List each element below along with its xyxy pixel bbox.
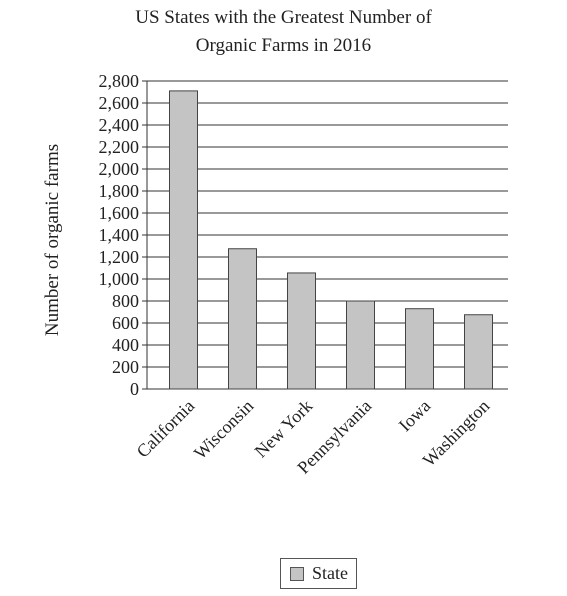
y-tick-label: 2,800	[99, 71, 140, 91]
bar	[169, 90, 198, 390]
y-tick-label: 1,200	[99, 247, 140, 267]
y-tick-label: 400	[112, 335, 139, 355]
bar	[405, 308, 434, 390]
y-tick-label: 2,600	[99, 93, 140, 113]
chart-title-line-1: US States with the Greatest Number of	[135, 7, 432, 28]
x-tick-label: Wisconsin	[190, 396, 257, 463]
x-tick-label: California	[133, 396, 199, 462]
y-axis-title: Number of organic farms	[42, 144, 63, 336]
chart-title: US States with the Greatest Number of Or…	[0, 4, 567, 60]
y-tick-label: 1,800	[99, 181, 140, 201]
y-tick-label: 800	[112, 291, 139, 311]
y-tick-label: 200	[112, 357, 139, 377]
x-tick-label: Iowa	[395, 396, 435, 436]
bar	[464, 314, 493, 390]
chart-title-line-2: Organic Farms in 2016	[195, 35, 372, 56]
y-tick-label: 600	[112, 313, 139, 333]
y-tick-label: 0	[130, 379, 139, 399]
legend: State	[280, 558, 357, 589]
y-tick-label: 1,400	[99, 225, 140, 245]
bar	[228, 248, 257, 390]
y-tick-label: 2,400	[99, 115, 140, 135]
legend-swatch	[290, 566, 304, 581]
y-tick-label: 2,200	[99, 137, 140, 157]
y-tick-label: 1,000	[99, 269, 140, 289]
bar	[346, 300, 375, 390]
bar	[287, 272, 316, 390]
legend-label: State	[312, 563, 348, 583]
y-tick-label: 1,600	[99, 203, 140, 223]
y-tick-label: 2,000	[99, 159, 140, 179]
